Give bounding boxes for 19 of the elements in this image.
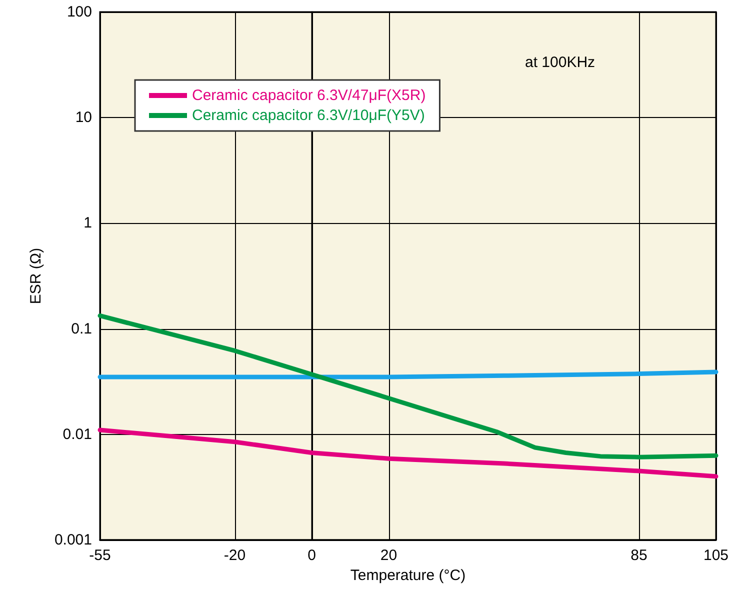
x-tick-label: 20: [380, 547, 398, 564]
annotation: at 100KHz: [525, 54, 596, 71]
line-series: [98, 313, 718, 460]
x-tick-label: 0: [308, 547, 316, 564]
x-axis-title: Temperature (°C): [350, 567, 466, 584]
y-axis-title: ESR (Ω): [28, 248, 45, 304]
legend-label: Ceramic capacitor 6.3V/47μF(X5R): [192, 87, 426, 104]
y-tick-label: 0.1: [71, 320, 92, 338]
x-tick-label: 85: [630, 547, 648, 564]
legend-label: Ceramic capacitor 6.3V/10μF(Y5V): [192, 107, 425, 124]
y-tick-label: 1: [84, 214, 92, 232]
y-tick-label: 10: [75, 109, 92, 126]
line-series: [98, 428, 718, 479]
y-tick-label: 0.001: [54, 532, 92, 548]
y-tick-label: 100: [66, 4, 92, 20]
x-tick-label: -55: [89, 547, 111, 564]
x-tick-label: 105: [703, 547, 729, 564]
y-tick-label: 0.01: [62, 426, 92, 443]
x-tick-label: -20: [224, 547, 246, 564]
